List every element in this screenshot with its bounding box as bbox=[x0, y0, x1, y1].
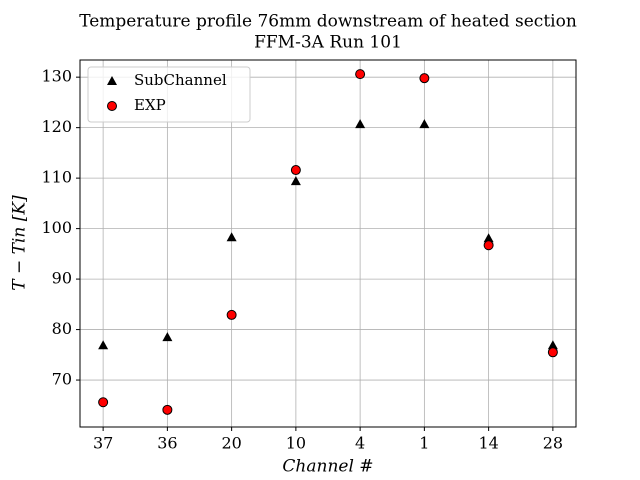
x-tick-label: 20 bbox=[221, 434, 241, 453]
legend-marker bbox=[107, 101, 117, 111]
point bbox=[162, 332, 173, 342]
x-axis-label: Channel # bbox=[282, 457, 373, 477]
y-tick-label: 80 bbox=[52, 319, 72, 338]
point bbox=[98, 397, 109, 408]
point bbox=[98, 340, 109, 350]
point bbox=[419, 73, 430, 84]
y-tick-label: 110 bbox=[41, 168, 72, 187]
y-tick-label: 90 bbox=[52, 269, 72, 288]
chart-subtitle: FFM-3A Run 101 bbox=[254, 33, 402, 53]
y-tick-label: 100 bbox=[41, 218, 72, 237]
legend-label: SubChannel bbox=[134, 71, 227, 89]
point bbox=[290, 165, 301, 176]
y-tick-label: 120 bbox=[41, 117, 72, 136]
point bbox=[226, 232, 237, 242]
x-tick-label: 37 bbox=[93, 434, 113, 453]
plot-frame bbox=[79, 59, 577, 428]
point bbox=[483, 240, 494, 251]
point bbox=[226, 309, 237, 320]
point bbox=[355, 119, 366, 129]
x-tick-label: 1 bbox=[419, 434, 429, 453]
legend-box bbox=[87, 66, 251, 123]
y-tick-label: 70 bbox=[52, 370, 72, 389]
point bbox=[419, 119, 430, 129]
point bbox=[162, 404, 173, 415]
x-tick-label: 36 bbox=[157, 434, 177, 453]
legend-marker bbox=[107, 76, 117, 85]
chart-title: Temperature profile 76mm downstream of h… bbox=[79, 12, 577, 32]
point bbox=[290, 176, 301, 186]
x-tick-label: 14 bbox=[478, 434, 498, 453]
y-tick-label: 130 bbox=[41, 67, 72, 86]
point bbox=[547, 340, 558, 350]
point bbox=[483, 233, 494, 243]
point bbox=[547, 347, 558, 358]
x-tick-label: 4 bbox=[355, 434, 365, 453]
y-axis-label: T − Tin [K] bbox=[10, 195, 30, 291]
point bbox=[355, 69, 366, 80]
x-tick-label: 10 bbox=[286, 434, 306, 453]
x-tick-label: 28 bbox=[543, 434, 563, 453]
legend-label: EXP bbox=[134, 96, 166, 114]
